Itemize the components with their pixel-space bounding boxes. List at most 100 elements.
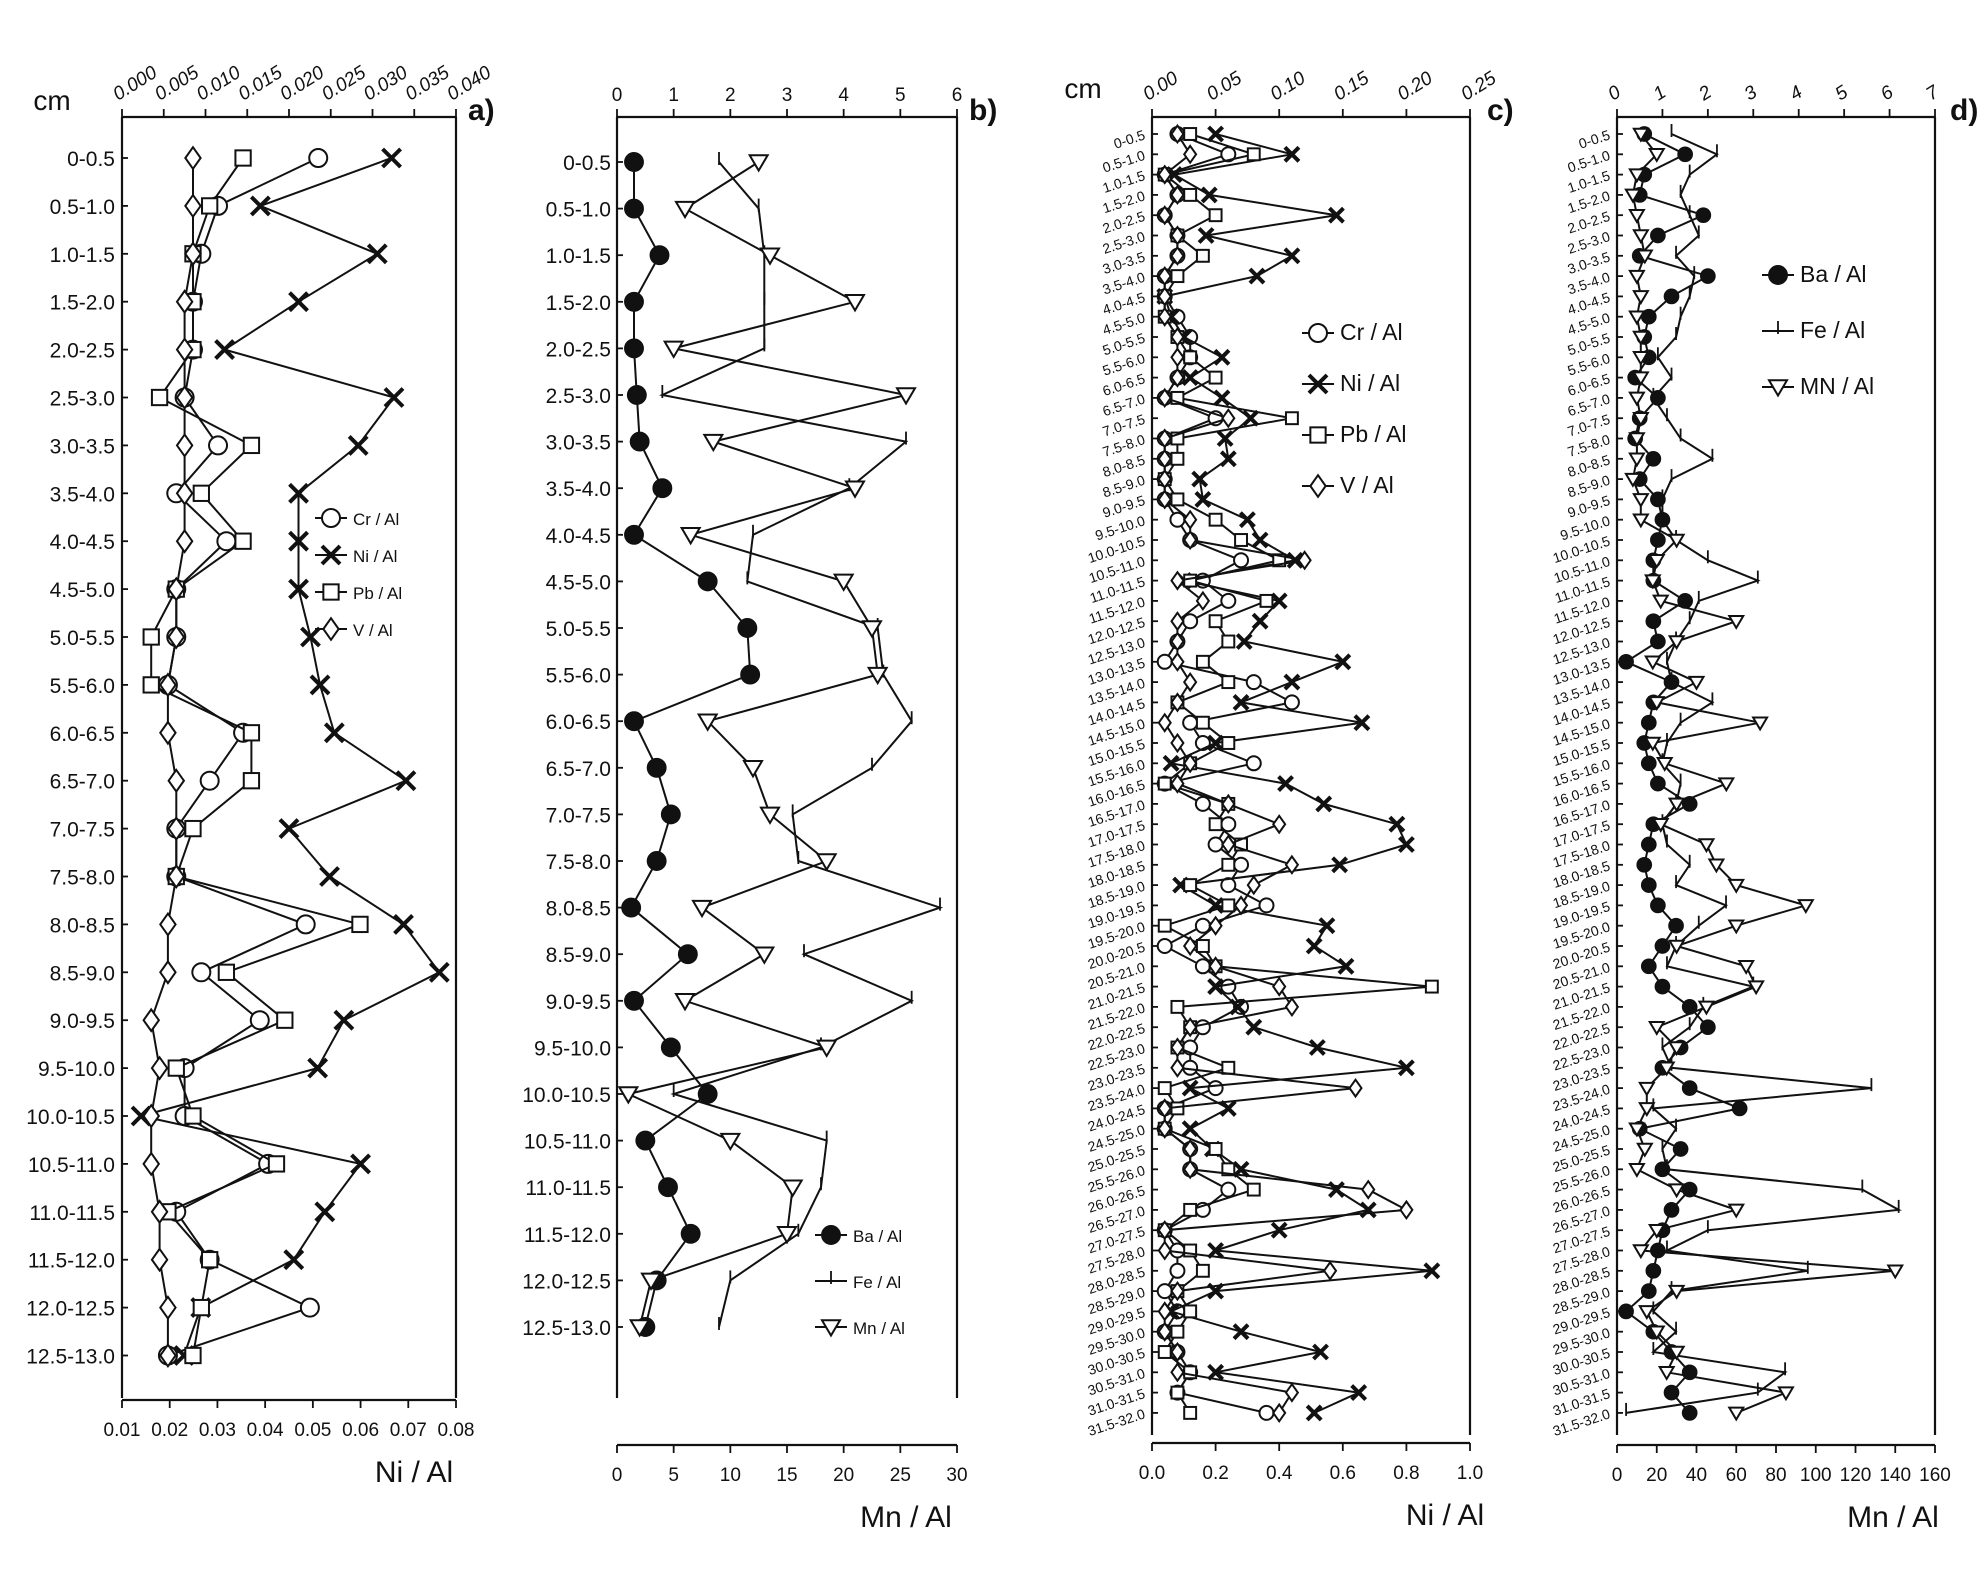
data-point-val bbox=[142, 1007, 161, 1033]
data-point-pbal bbox=[1208, 208, 1223, 223]
data-point-nial bbox=[1359, 1201, 1377, 1219]
legend-label: Pb / Al bbox=[353, 584, 402, 603]
data-point-mnal bbox=[1667, 1345, 1686, 1361]
data-point-cral bbox=[299, 1297, 320, 1318]
legend-marker bbox=[322, 583, 340, 601]
data-point-mnal bbox=[1651, 817, 1670, 833]
data-point-baal bbox=[658, 1177, 678, 1198]
depth-label: 3.5-4.0 bbox=[546, 478, 611, 501]
data-point-mnal bbox=[1628, 391, 1646, 407]
data-point-val bbox=[150, 1055, 169, 1081]
data-point-mnal bbox=[1632, 493, 1650, 509]
top-tick-label: 0 bbox=[1605, 82, 1625, 106]
data-point-mnal bbox=[895, 387, 917, 406]
data-point-baal bbox=[626, 385, 647, 405]
depth-label: 1.0-1.5 bbox=[50, 244, 115, 267]
data-point-pbal bbox=[167, 1059, 185, 1077]
data-point-val bbox=[1157, 286, 1172, 307]
data-point-baal bbox=[1640, 755, 1657, 772]
data-point-nial bbox=[288, 530, 309, 552]
data-point-baal bbox=[1668, 917, 1684, 934]
legend-label: V / Al bbox=[1340, 472, 1394, 498]
data-point-pbal bbox=[1183, 1243, 1198, 1258]
data-point-baal bbox=[677, 944, 698, 965]
data-point-baal bbox=[635, 1130, 656, 1151]
top-tick-label: 3 bbox=[782, 85, 793, 106]
data-point-mnal bbox=[1667, 1041, 1686, 1057]
data-point-nial bbox=[381, 147, 403, 169]
data-point-baal bbox=[1672, 1141, 1689, 1157]
data-point-val bbox=[159, 959, 177, 985]
data-point-nial bbox=[333, 1009, 355, 1031]
data-point-baal bbox=[660, 1037, 681, 1058]
data-point-nial bbox=[1245, 1018, 1263, 1036]
data-point-pbal bbox=[1195, 715, 1210, 730]
data-point-val bbox=[175, 528, 194, 554]
data-point-val bbox=[1157, 205, 1172, 226]
data-point-nial bbox=[1242, 409, 1259, 427]
data-point-mnal bbox=[1628, 452, 1646, 468]
data-point-val bbox=[142, 1103, 161, 1129]
data-point-val bbox=[1208, 956, 1223, 977]
depth-label: 7.5-8.0 bbox=[546, 851, 611, 874]
data-point-pbal bbox=[1221, 1162, 1236, 1177]
data-point-mnal bbox=[1667, 939, 1686, 955]
top-tick-label: 0.020 bbox=[277, 62, 329, 105]
data-point-val bbox=[1182, 671, 1198, 693]
data-point-pbal bbox=[1221, 675, 1236, 690]
data-point-nial bbox=[1328, 206, 1345, 224]
top-tick-label: 4 bbox=[1786, 82, 1806, 105]
data-point-val bbox=[184, 241, 202, 267]
depth-label: 11.5-12.0 bbox=[524, 1224, 611, 1247]
depth-label: 4.5-5.0 bbox=[50, 579, 115, 602]
data-point-val bbox=[1399, 1199, 1414, 1221]
depth-label: 7.0-7.5 bbox=[50, 819, 115, 842]
depth-label: 8.5-9.0 bbox=[50, 962, 115, 985]
top-tick-label: 1 bbox=[668, 85, 679, 106]
data-point-nial bbox=[1181, 369, 1199, 387]
depth-label: 9.0-9.5 bbox=[50, 1010, 115, 1033]
data-point-mnal bbox=[1727, 878, 1745, 894]
series-line-mnal bbox=[625, 161, 907, 1328]
data-point-cral bbox=[1258, 897, 1275, 914]
data-point-mnal bbox=[1727, 1203, 1745, 1219]
data-point-baal bbox=[646, 851, 667, 871]
data-point-nial bbox=[278, 818, 300, 840]
data-point-mnal bbox=[747, 154, 770, 173]
bottom-tick-label: 0.8 bbox=[1393, 1463, 1419, 1484]
data-point-val bbox=[175, 480, 194, 506]
data-point-nial bbox=[1207, 1242, 1225, 1259]
data-point-val bbox=[1170, 611, 1185, 632]
data-point-baal bbox=[697, 571, 718, 592]
data-point-nial bbox=[1207, 125, 1225, 143]
data-point-val bbox=[1322, 1260, 1338, 1281]
series-line-val bbox=[150, 158, 194, 1356]
depth-label: 6.5-7.0 bbox=[546, 758, 611, 781]
data-point-val bbox=[1157, 428, 1172, 449]
data-point-mnal bbox=[1707, 858, 1726, 874]
top-tick-label: 6 bbox=[952, 85, 963, 106]
top-tick-label: 0.10 bbox=[1267, 68, 1310, 106]
series-line-nial bbox=[140, 157, 441, 1356]
data-point-pbal bbox=[1157, 1081, 1172, 1096]
data-point-val bbox=[1182, 1138, 1198, 1160]
data-point-baal bbox=[1618, 1303, 1634, 1320]
data-point-val bbox=[1182, 1159, 1198, 1180]
data-point-mnal bbox=[815, 853, 838, 872]
data-point-nial bbox=[214, 339, 236, 361]
x-axis-title: Mn / Al bbox=[1847, 1501, 1939, 1534]
data-point-val bbox=[1170, 732, 1185, 754]
data-point-val bbox=[1170, 367, 1185, 388]
data-point-mnal bbox=[1648, 148, 1666, 163]
data-point-baal bbox=[1640, 877, 1657, 893]
data-point-val bbox=[1182, 144, 1198, 165]
data-point-baal bbox=[1654, 938, 1671, 954]
top-tick-label: 0.000 bbox=[110, 62, 162, 105]
data-point-val bbox=[1157, 1098, 1172, 1119]
panel-c: 0.00 0.05 0.10 0.15 0.20 0.250.0 0.2 0.4 0.6 0.8 1… bbox=[1064, 68, 1513, 1532]
data-point-val bbox=[1170, 347, 1185, 368]
data-point-cral bbox=[1220, 146, 1237, 163]
legend-marker bbox=[322, 616, 340, 642]
data-point-baal bbox=[624, 990, 644, 1011]
